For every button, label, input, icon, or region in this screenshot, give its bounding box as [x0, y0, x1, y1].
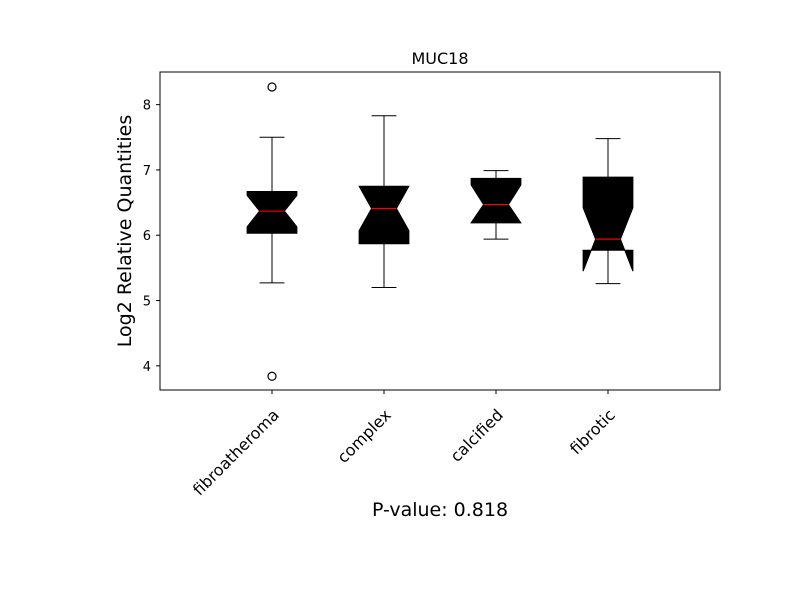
plot-frame — [159, 71, 721, 391]
outlier-point — [267, 371, 277, 381]
chart-title: MUC18 — [411, 49, 468, 68]
notched-box — [358, 185, 410, 245]
notched-box — [246, 190, 298, 234]
y-tick-label: 5 — [143, 295, 151, 310]
y-tick-label: 6 — [143, 229, 151, 244]
y-axis-label: Log2 Relative Quantities — [114, 115, 136, 347]
outlier-point — [267, 82, 277, 92]
y-tick-label: 4 — [143, 360, 151, 375]
notched-box — [582, 176, 634, 272]
y-tick-label: 7 — [143, 164, 151, 179]
y-tick-label: 8 — [143, 99, 151, 114]
p-value-label: P-value: 0.818 — [372, 499, 508, 521]
notched-box — [470, 177, 522, 224]
